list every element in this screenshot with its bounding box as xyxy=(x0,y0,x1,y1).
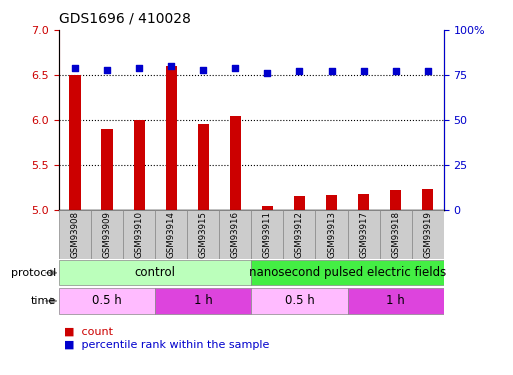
Text: GSM93909: GSM93909 xyxy=(103,211,112,258)
Text: control: control xyxy=(135,266,175,279)
FancyBboxPatch shape xyxy=(91,210,123,259)
Point xyxy=(263,70,271,76)
FancyBboxPatch shape xyxy=(155,210,187,259)
Text: 1 h: 1 h xyxy=(194,294,213,307)
Point xyxy=(135,65,143,71)
FancyBboxPatch shape xyxy=(251,210,283,259)
Point xyxy=(360,68,368,74)
FancyBboxPatch shape xyxy=(59,260,251,285)
Text: GDS1696 / 410028: GDS1696 / 410028 xyxy=(59,12,191,26)
Point xyxy=(71,65,79,71)
Point xyxy=(199,67,207,73)
FancyBboxPatch shape xyxy=(380,210,411,259)
Bar xyxy=(262,206,273,210)
Text: 1 h: 1 h xyxy=(386,294,405,307)
Text: protocol: protocol xyxy=(11,268,56,278)
Text: GSM93908: GSM93908 xyxy=(70,211,80,258)
Bar xyxy=(198,124,209,210)
Text: GSM93911: GSM93911 xyxy=(263,211,272,258)
Bar xyxy=(69,75,81,210)
FancyBboxPatch shape xyxy=(348,210,380,259)
Text: ■  percentile rank within the sample: ■ percentile rank within the sample xyxy=(64,340,269,350)
Text: GSM93915: GSM93915 xyxy=(199,211,208,258)
Point xyxy=(167,63,175,69)
Text: GSM93917: GSM93917 xyxy=(359,211,368,258)
FancyBboxPatch shape xyxy=(283,210,315,259)
Text: GSM93918: GSM93918 xyxy=(391,211,400,258)
FancyBboxPatch shape xyxy=(251,260,444,285)
Bar xyxy=(133,120,145,210)
FancyBboxPatch shape xyxy=(411,210,444,259)
FancyBboxPatch shape xyxy=(123,210,155,259)
Text: GSM93914: GSM93914 xyxy=(167,211,176,258)
Text: 0.5 h: 0.5 h xyxy=(285,294,314,307)
Bar xyxy=(326,195,337,210)
Point xyxy=(424,68,432,74)
Text: GSM93919: GSM93919 xyxy=(423,211,432,258)
FancyBboxPatch shape xyxy=(59,210,91,259)
FancyBboxPatch shape xyxy=(348,288,444,314)
FancyBboxPatch shape xyxy=(220,210,251,259)
Text: GSM93910: GSM93910 xyxy=(134,211,144,258)
FancyBboxPatch shape xyxy=(315,210,348,259)
Bar xyxy=(166,66,177,210)
Text: GSM93913: GSM93913 xyxy=(327,211,336,258)
Point xyxy=(327,68,336,74)
Point xyxy=(391,68,400,74)
Point xyxy=(231,65,240,71)
Bar xyxy=(390,190,401,210)
Text: GSM93912: GSM93912 xyxy=(295,211,304,258)
Text: nanosecond pulsed electric fields: nanosecond pulsed electric fields xyxy=(249,266,446,279)
Bar xyxy=(358,194,369,210)
Text: time: time xyxy=(31,296,56,306)
Text: ■  count: ■ count xyxy=(64,327,113,337)
Bar xyxy=(102,129,113,210)
FancyBboxPatch shape xyxy=(59,288,155,314)
Text: GSM93916: GSM93916 xyxy=(231,211,240,258)
Point xyxy=(295,68,304,74)
FancyBboxPatch shape xyxy=(187,210,220,259)
FancyBboxPatch shape xyxy=(155,288,251,314)
Bar xyxy=(422,189,433,210)
Text: 0.5 h: 0.5 h xyxy=(92,294,122,307)
Point xyxy=(103,67,111,73)
FancyBboxPatch shape xyxy=(251,288,348,314)
Bar xyxy=(294,196,305,210)
Bar xyxy=(230,116,241,210)
